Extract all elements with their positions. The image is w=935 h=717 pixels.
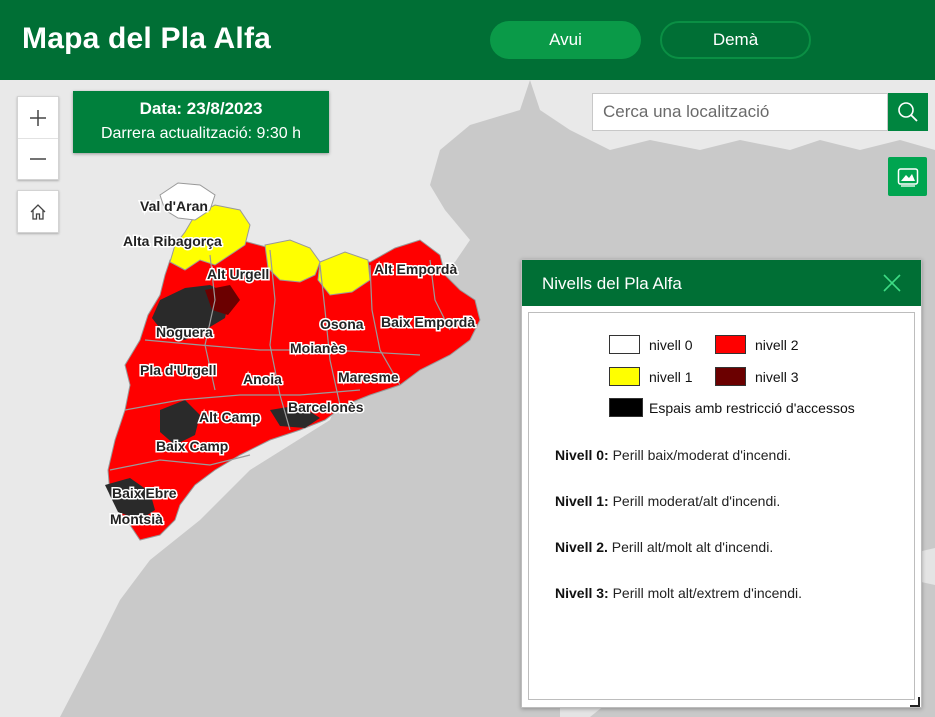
- label-baix-camp: Baix Camp: [156, 438, 228, 454]
- label-alt-urgell: Alt Urgell: [207, 266, 269, 282]
- home-icon: [30, 203, 46, 220]
- definition-level1: Nivell 1: Perill moderat/alt d'incendi.: [555, 493, 780, 509]
- plus-icon: [30, 109, 46, 126]
- today-button[interactable]: Avui: [490, 21, 641, 59]
- definition-level0: Nivell 0: Perill baix/moderat d'incendi.: [555, 447, 791, 463]
- definition-term: Nivell 2.: [555, 539, 608, 555]
- last-update: Darrera actualització: 9:30 h: [100, 125, 302, 142]
- definition-term: Nivell 1:: [555, 493, 609, 509]
- region-restricted-altcamp: [160, 400, 200, 445]
- label-osona: Osona: [320, 316, 364, 332]
- close-icon: [883, 274, 901, 292]
- swatch-level3: [715, 367, 746, 386]
- definition-term: Nivell 3:: [555, 585, 609, 601]
- swatch-restricted: [609, 398, 643, 417]
- legend-body: nivell 0 nivell 2 nivell 1 nivell 3 Espa…: [528, 312, 915, 700]
- resize-handle-icon[interactable]: [910, 697, 920, 707]
- zoom-out-button[interactable]: [18, 138, 58, 179]
- label-baix-emporda: Baix Empordà: [381, 314, 475, 330]
- legend-item-level2: nivell 2: [715, 335, 799, 354]
- region-level1-ribagorca: [169, 204, 251, 271]
- app-title: Mapa del Pla Alfa: [22, 22, 272, 55]
- close-legend-button[interactable]: [881, 272, 903, 294]
- search-input[interactable]: [592, 93, 888, 131]
- legend-label-level3: nivell 3: [755, 368, 799, 385]
- definition-level2: Nivell 2. Perill alt/molt alt d'incendi.: [555, 539, 773, 555]
- legend-panel-header: Nivells del Pla Alfa: [522, 260, 921, 306]
- definition-text: Perill molt alt/extrem d'incendi.: [608, 585, 803, 601]
- legend-panel: Nivells del Pla Alfa nivell 0 nivell 2 n…: [521, 259, 922, 708]
- tomorrow-button[interactable]: Demà: [660, 21, 811, 59]
- legend-label-level1: nivell 1: [649, 368, 693, 385]
- label-montsia: Montsià: [110, 511, 163, 527]
- definition-text: Perill alt/molt alt d'incendi.: [607, 539, 774, 555]
- legend-label-level2: nivell 2: [755, 336, 799, 353]
- zoom-in-button[interactable]: [18, 97, 58, 139]
- legend-item-level1: nivell 1: [609, 367, 693, 386]
- swatch-level1: [609, 367, 640, 386]
- county-borders: [109, 249, 451, 471]
- legend-item-level3: nivell 3: [715, 367, 799, 386]
- app-header: Mapa del Pla Alfa Avui Demà: [0, 0, 935, 80]
- label-moianes: Moianès: [290, 340, 346, 356]
- region-level1-emporda: [317, 251, 371, 296]
- region-restricted-barcelones: [270, 405, 320, 428]
- search-button[interactable]: [888, 93, 928, 131]
- legend-item-level0: nivell 0: [609, 335, 693, 354]
- date-box: Data: 23/8/2023 Darrera actualització: 9…: [73, 91, 329, 153]
- home-button[interactable]: [17, 190, 59, 233]
- definition-text: Perill baix/moderat d'incendi.: [608, 447, 792, 463]
- label-baix-ebre: Baix Ebre: [112, 485, 177, 501]
- definition-text: Perill moderat/alt d'incendi.: [608, 493, 781, 509]
- swatch-level2: [715, 335, 746, 354]
- label-maresme: Maresme: [338, 369, 399, 385]
- legend-label-level0: nivell 0: [649, 336, 693, 353]
- forecast-date: Data: 23/8/2023: [139, 99, 263, 118]
- legend-item-restricted: Espais amb restricció d'accessos: [609, 398, 855, 417]
- label-val-daran: Val d'Aran: [140, 198, 208, 214]
- definition-term: Nivell 0:: [555, 447, 609, 463]
- region-labels: Val d'Aran Alta Ribagorça Alt Urgell Alt…: [109, 197, 477, 529]
- region-restricted-ebre: [105, 478, 155, 520]
- swatch-level0: [609, 335, 640, 354]
- label-alt-emporda: Alt Empordà: [374, 261, 457, 277]
- basemap-toggle-button[interactable]: [888, 157, 927, 196]
- label-alta-ribagorca: Alta Ribagorça: [123, 233, 222, 249]
- zoom-controls: [17, 96, 59, 180]
- region-level0-aran: [159, 182, 216, 221]
- basemap-icon: [897, 167, 918, 187]
- legend-label-restricted: Espais amb restricció d'accessos: [649, 399, 855, 416]
- label-noguera: Noguera: [156, 324, 213, 340]
- search-icon: [898, 102, 918, 122]
- definition-level3: Nivell 3: Perill molt alt/extrem d'incen…: [555, 585, 802, 601]
- label-alt-camp: Alt Camp: [199, 409, 260, 425]
- minus-icon: [30, 157, 46, 160]
- label-anoia: Anoia: [243, 371, 282, 387]
- label-barcelones: Barcelonès: [288, 399, 364, 415]
- label-pla-durgell: Pla d'Urgell: [140, 362, 216, 378]
- legend-title: Nivells del Pla Alfa: [542, 274, 682, 293]
